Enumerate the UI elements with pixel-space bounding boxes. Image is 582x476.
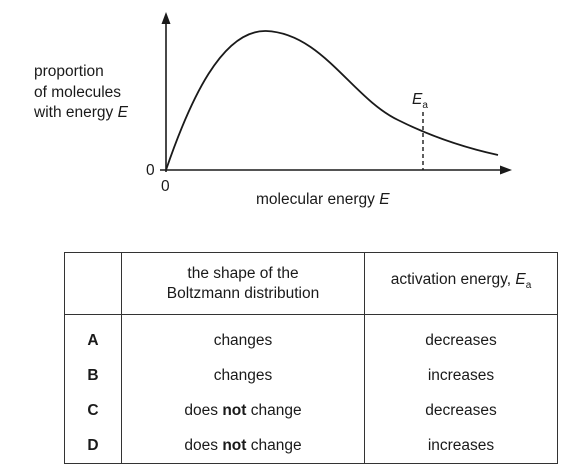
option-letter[interactable]: A bbox=[64, 314, 122, 358]
option-activation: increases bbox=[364, 358, 558, 393]
activation-energy-label: Ea bbox=[412, 91, 428, 111]
y-axis-label-line-2: of molecules bbox=[34, 83, 122, 101]
x-axis-arrowhead bbox=[500, 165, 512, 175]
y-axis-label-line-3: with energy E bbox=[34, 104, 128, 121]
option-activation: decreases bbox=[364, 393, 558, 428]
option-letter[interactable]: B bbox=[64, 358, 122, 393]
x-axis-label-text: molecular energy bbox=[256, 191, 379, 208]
table-header-row: the shape of the Boltzmann distribution … bbox=[64, 252, 558, 315]
y-zero-label: 0 bbox=[146, 162, 155, 179]
marker-letter: E bbox=[412, 91, 423, 108]
header-empty-cell bbox=[64, 252, 122, 315]
x-zero-label: 0 bbox=[161, 178, 170, 195]
option-letter[interactable]: C bbox=[64, 393, 122, 428]
header-shape-line-2: Boltzmann distribution bbox=[166, 284, 320, 302]
table-row-d[interactable]: D does not change increases bbox=[64, 428, 558, 464]
option-shape: does not change bbox=[121, 393, 365, 428]
distribution-curve bbox=[165, 30, 499, 171]
table-row-b[interactable]: B changes increases bbox=[64, 358, 558, 393]
x-axis-label: molecular energy E bbox=[256, 191, 390, 208]
x-axis-label-var: E bbox=[379, 191, 390, 208]
marker-subscript: a bbox=[422, 100, 428, 111]
option-shape: does not change bbox=[121, 428, 365, 464]
y-axis-label-line-1: proportion bbox=[34, 63, 104, 80]
answer-options-table: the shape of the Boltzmann distribution … bbox=[64, 252, 558, 464]
option-shape: changes bbox=[121, 358, 365, 393]
header-shape: the shape of the Boltzmann distribution bbox=[121, 252, 365, 315]
table-row-a[interactable]: A changes decreases bbox=[64, 314, 558, 358]
boltzmann-distribution-graph: Ea 0 0 molecular energy E bbox=[146, 12, 512, 208]
table-row-c[interactable]: C does not change decreases bbox=[64, 393, 558, 428]
option-letter[interactable]: D bbox=[64, 428, 122, 464]
y-axis-arrowhead bbox=[161, 12, 171, 24]
header-shape-line-1: the shape of the bbox=[187, 264, 299, 282]
option-activation: increases bbox=[364, 428, 558, 464]
y-axis-label: proportion of molecules with energy E bbox=[34, 62, 128, 124]
option-activation: decreases bbox=[364, 314, 558, 358]
option-shape: changes bbox=[121, 314, 365, 358]
header-activation-energy: activation energy, Ea bbox=[364, 252, 558, 315]
